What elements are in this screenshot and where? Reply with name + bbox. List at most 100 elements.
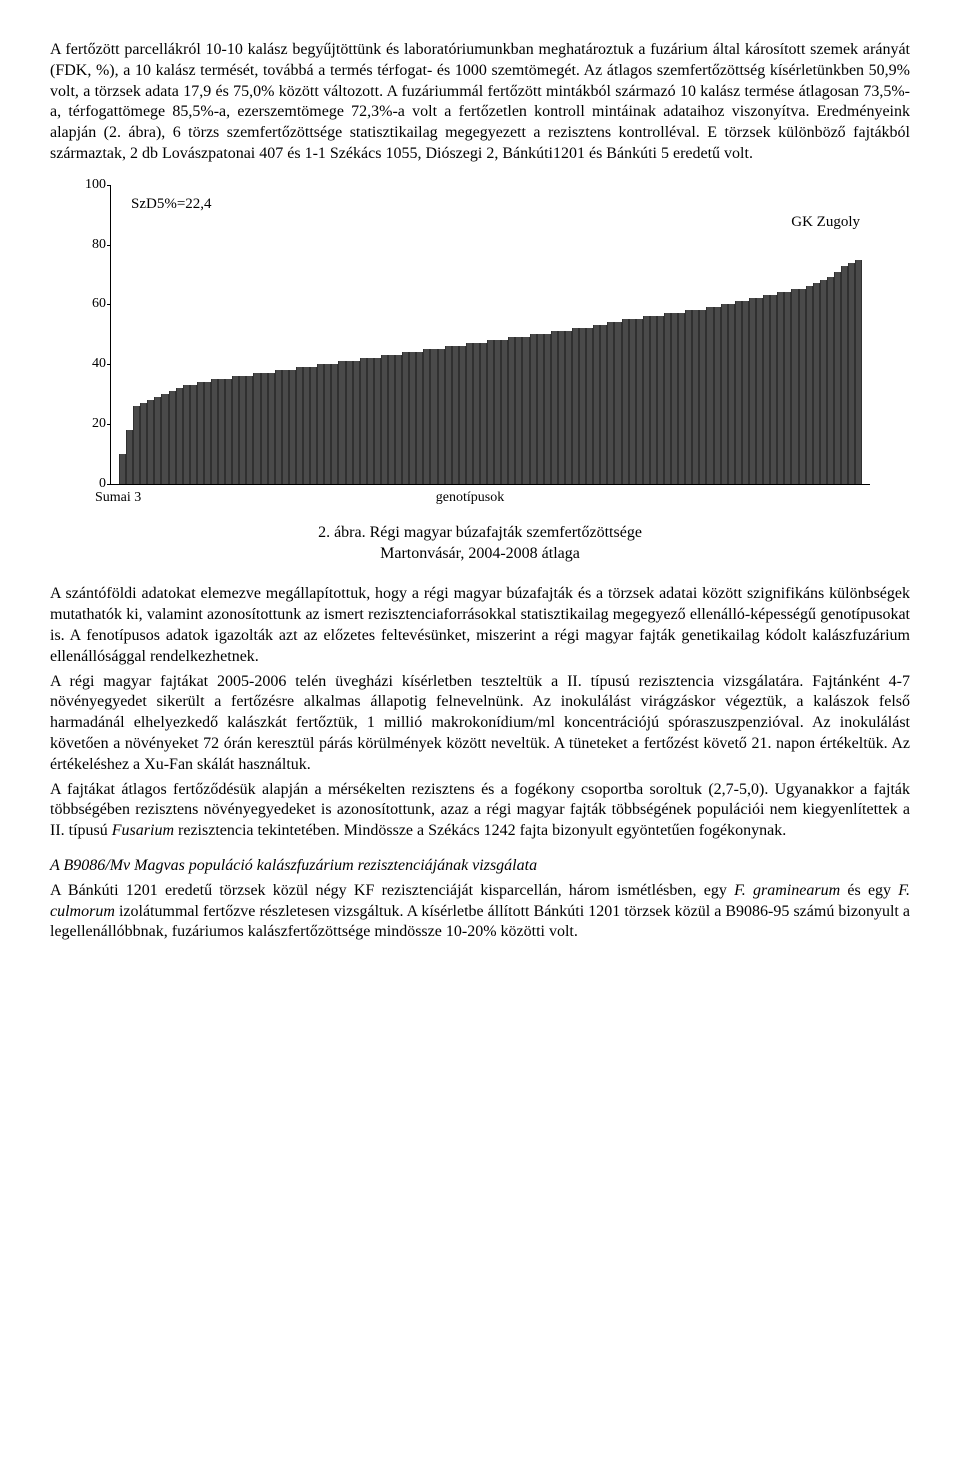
chart-bar bbox=[275, 370, 282, 484]
chart-bar bbox=[388, 355, 395, 484]
paragraph-3b-part2: rezisztencia tekintetében. Mindössze a S… bbox=[174, 822, 786, 839]
chart-bar bbox=[211, 379, 218, 484]
chart-container: SzD5%=22,4 GK Zugoly 020406080100 Sumai … bbox=[50, 185, 910, 505]
chart-bar bbox=[147, 400, 154, 484]
chart-bar bbox=[253, 373, 260, 484]
chart-bar bbox=[544, 334, 551, 484]
chart-bar bbox=[133, 406, 140, 484]
chart-bar bbox=[515, 337, 522, 484]
chart-xlabel-left: Sumai 3 bbox=[95, 489, 141, 507]
chart-bar bbox=[629, 319, 636, 483]
paragraph-4-part2: és egy bbox=[840, 882, 898, 899]
chart-bar bbox=[324, 364, 331, 484]
chart-bars bbox=[111, 185, 870, 484]
chart-ytick-mark bbox=[107, 185, 111, 186]
chart-bar bbox=[685, 310, 692, 483]
chart-bar bbox=[331, 364, 338, 484]
chart-bar bbox=[622, 319, 629, 483]
chart-bar bbox=[841, 266, 848, 484]
chart-bar bbox=[579, 328, 586, 483]
chart-bar bbox=[282, 370, 289, 484]
chart-bar bbox=[657, 316, 664, 483]
chart-bar bbox=[756, 298, 763, 483]
chart-ytick-mark bbox=[107, 304, 111, 305]
figure-caption-line1: 2. ábra. Régi magyar búzafajták szemfert… bbox=[318, 524, 642, 541]
chart-bar bbox=[402, 352, 409, 484]
chart-bar bbox=[664, 313, 671, 483]
paragraph-3a: A régi magyar fajtákat 2005-2006 telén ü… bbox=[50, 672, 910, 776]
chart-bar bbox=[140, 403, 147, 484]
chart-bar bbox=[473, 343, 480, 484]
chart-bar bbox=[119, 454, 126, 484]
paragraph-4: A Bánkúti 1201 eredetű törzsek közül nég… bbox=[50, 881, 910, 943]
chart-bar bbox=[296, 367, 303, 484]
chart-ytick-mark bbox=[107, 364, 111, 365]
chart-bar bbox=[423, 349, 430, 484]
chart-bar bbox=[777, 292, 784, 483]
chart-bar bbox=[374, 358, 381, 484]
chart-bar bbox=[346, 361, 353, 484]
chart-bar bbox=[289, 370, 296, 484]
chart-bar bbox=[855, 260, 862, 484]
chart-bar bbox=[671, 313, 678, 483]
chart-bar bbox=[197, 382, 204, 484]
chart-ytick-label: 80 bbox=[76, 235, 106, 253]
figure-caption: 2. ábra. Régi magyar búzafajták szemfert… bbox=[50, 523, 910, 565]
chart-bar bbox=[161, 394, 168, 484]
chart-ytick-label: 60 bbox=[76, 295, 106, 313]
chart-bar bbox=[480, 343, 487, 484]
paragraph-4-italic1: F. graminearum bbox=[734, 882, 840, 899]
chart-bar bbox=[749, 298, 756, 483]
chart-bar bbox=[784, 292, 791, 483]
chart-bar bbox=[452, 346, 459, 484]
chart-bar bbox=[169, 391, 176, 484]
chart-ytick-label: 20 bbox=[76, 415, 106, 433]
chart-bar bbox=[791, 289, 798, 483]
chart-bar bbox=[820, 280, 827, 483]
chart-bar bbox=[551, 331, 558, 483]
chart-bar bbox=[699, 310, 706, 483]
chart-bar bbox=[317, 364, 324, 484]
chart-bar bbox=[650, 316, 657, 483]
chart-bar bbox=[721, 304, 728, 483]
chart-bar bbox=[763, 295, 770, 483]
chart-ytick-mark bbox=[107, 484, 111, 485]
paragraph-2: A szántóföldi adatokat elemezve megállap… bbox=[50, 584, 910, 667]
chart-bar bbox=[643, 316, 650, 483]
chart-bar bbox=[770, 295, 777, 483]
chart-bar bbox=[522, 337, 529, 484]
chart-bar bbox=[232, 376, 239, 484]
chart-bar bbox=[353, 361, 360, 484]
chart-bar bbox=[827, 277, 834, 483]
chart-bar bbox=[367, 358, 374, 484]
paragraph-3b-italic: Fusarium bbox=[112, 822, 174, 839]
chart-bar bbox=[154, 397, 161, 484]
section-title: A B9086/Mv Magvas populáció kalászfuzári… bbox=[50, 856, 910, 877]
chart-bar bbox=[806, 286, 813, 483]
chart-bar bbox=[636, 319, 643, 483]
chart-bar bbox=[607, 322, 614, 483]
paragraph-1: A fertőzött parcellákról 10-10 kalász be… bbox=[50, 40, 910, 165]
bar-chart: SzD5%=22,4 GK Zugoly 020406080100 Sumai … bbox=[70, 185, 870, 505]
chart-bar bbox=[126, 430, 133, 484]
chart-bar bbox=[487, 340, 494, 484]
chart-bar bbox=[692, 310, 699, 483]
chart-bar bbox=[834, 272, 841, 484]
paragraph-3b: A fajtákat átlagos fertőződésük alapján … bbox=[50, 780, 910, 842]
chart-bar bbox=[799, 289, 806, 483]
chart-bar bbox=[614, 322, 621, 483]
chart-bar bbox=[239, 376, 246, 484]
chart-bar bbox=[218, 379, 225, 484]
chart-ytick-mark bbox=[107, 245, 111, 246]
chart-bar bbox=[537, 334, 544, 484]
chart-bar bbox=[303, 367, 310, 484]
chart-bar bbox=[261, 373, 268, 484]
figure-caption-line2: Martonvásár, 2004-2008 átlaga bbox=[380, 545, 580, 562]
chart-bar bbox=[678, 313, 685, 483]
chart-bar bbox=[565, 331, 572, 483]
chart-bar bbox=[466, 343, 473, 484]
paragraph-4-part3: izolátummal fertőzve részletesen vizsgál… bbox=[50, 903, 910, 941]
chart-bar bbox=[204, 382, 211, 484]
chart-bar bbox=[246, 376, 253, 484]
chart-bar bbox=[508, 337, 515, 484]
